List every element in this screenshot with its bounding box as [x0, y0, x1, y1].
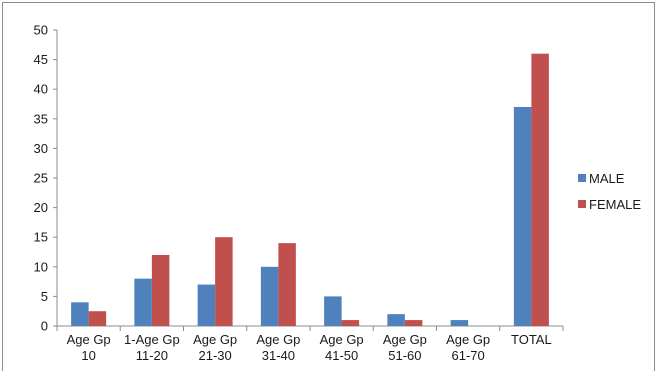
bar-male-5	[387, 314, 405, 326]
x-tick-label: Age Gp 10	[67, 332, 111, 363]
bar-female-5	[404, 320, 423, 326]
bar-female-4	[341, 320, 360, 326]
bar-male-1	[134, 278, 152, 326]
legend-swatch-male	[578, 174, 586, 182]
x-tick-label: Age Gp 31-40	[256, 332, 300, 363]
y-tick-label: 35	[34, 111, 48, 126]
legend-label-female: FEMALE	[589, 197, 641, 212]
x-tick-label: Age Gp 41-50	[320, 332, 364, 363]
x-axis: Age Gp 10 1-Age Gp 11-20 Age Gp 21-30 Age Gp 31…	[56, 325, 564, 363]
bar-female-7	[531, 53, 549, 327]
y-tick-label: 20	[34, 200, 48, 215]
legend-swatch-female	[578, 200, 586, 208]
y-tick-label: 5	[41, 289, 48, 304]
bar-male-7	[513, 106, 532, 327]
bars	[71, 53, 549, 327]
y-axis: 0 5 10 15 20 25 30 35 40 45 50	[34, 23, 58, 334]
bar-male-3	[260, 266, 279, 326]
y-tick-label: 15	[34, 230, 48, 245]
y-tick-label: 0	[41, 319, 48, 334]
y-tick-label: 45	[34, 52, 48, 67]
y-tick-label: 25	[34, 171, 48, 186]
bar-male-2	[197, 284, 216, 326]
bar-female-0	[88, 311, 107, 326]
legend: MALE FEMALE	[578, 171, 641, 212]
bar-male-6	[450, 320, 469, 326]
bar-female-1	[151, 254, 170, 326]
bar-male-0	[71, 302, 89, 326]
x-tick-label: Age Gp 21-30	[193, 332, 237, 363]
x-tick-label: Age Gp 51-60	[383, 332, 427, 363]
bar-male-4	[324, 296, 342, 326]
legend-label-male: MALE	[589, 171, 625, 186]
x-tick-label: TOTAL	[511, 332, 552, 347]
y-tick-label: 30	[34, 141, 48, 156]
bar-female-3	[278, 243, 296, 326]
x-tick-label: 1-Age Gp 11-20	[124, 332, 180, 363]
bar-female-2	[215, 237, 233, 326]
y-tick-label: 10	[34, 259, 48, 274]
x-tick-label: Age Gp 61-70	[446, 332, 490, 363]
y-tick-label: 40	[34, 82, 48, 97]
y-tick-label: 50	[34, 23, 48, 38]
